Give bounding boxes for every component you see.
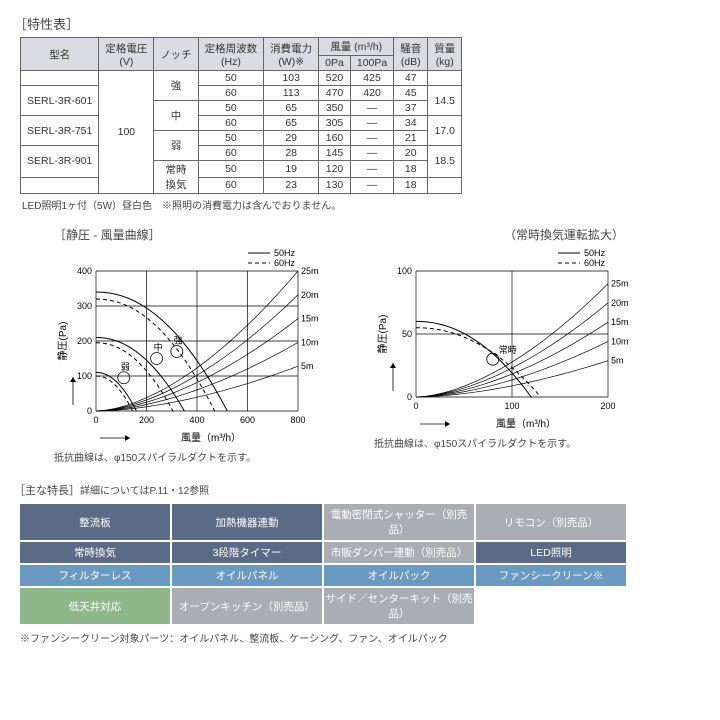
char-footnote: LED照明1ヶ付（5W）昼白色 ※照明の消費電力は含んでおりません。: [22, 197, 706, 212]
chart-section-title: ［静圧 - 風量曲線］: [54, 226, 344, 243]
notch-cell: 強: [154, 71, 198, 101]
chart-left-svg: 0 200 400 600 800 0 100 200 300 400 風量（m³/h） 静圧(Pa)…: [54, 245, 344, 445]
svg-text:15m: 15m: [611, 317, 629, 327]
th-power: 消費電力(W)※: [264, 38, 319, 71]
svg-text:5m: 5m: [611, 356, 624, 366]
table-row: SERL-3R-601601134704204514.5: [21, 86, 462, 101]
svg-text:60Hz: 60Hz: [584, 258, 606, 268]
notch-cell: 常時換気: [154, 161, 198, 194]
svg-text:25m: 25m: [301, 266, 319, 276]
svg-text:15m: 15m: [301, 314, 319, 324]
svg-text:100: 100: [77, 371, 92, 381]
table-row: SERL-3R-7516065305—3417.0: [21, 116, 462, 131]
svg-text:100: 100: [397, 266, 412, 276]
svg-text:200: 200: [77, 336, 92, 346]
svg-text:800: 800: [290, 415, 305, 425]
model-cell: SERL-3R-901: [21, 146, 99, 178]
svg-text:0: 0: [87, 406, 92, 416]
svg-text:300: 300: [77, 301, 92, 311]
svg-text:中: 中: [154, 342, 163, 353]
svg-text:0: 0: [407, 392, 412, 402]
svg-text:200: 200: [600, 401, 615, 411]
svg-text:200: 200: [139, 415, 154, 425]
chart-right-subtitle: （常時換気運転拡大）: [374, 226, 654, 243]
notch-cell: 中: [154, 101, 198, 131]
svg-text:100: 100: [504, 401, 519, 411]
svg-text:50Hz: 50Hz: [584, 248, 606, 258]
th-mass: 質量(kg): [428, 38, 462, 71]
chart-right-svg: 0 100 200 0 50 100 風量（m³/h） 静圧(Pa) 50Hz60Hz 25m 20…: [374, 245, 654, 431]
char-table-title: ［特性表］: [14, 14, 706, 33]
svg-text:静圧(Pa): 静圧(Pa): [56, 322, 69, 361]
svg-text:400: 400: [189, 415, 204, 425]
svg-text:50: 50: [402, 329, 412, 339]
th-noise: 騒音(dB): [394, 38, 428, 71]
svg-text:20m: 20m: [301, 290, 319, 300]
mass-cell: 14.5: [428, 86, 462, 116]
th-model: 型名: [21, 38, 99, 71]
chart-left-caption: 抵抗曲線は、φ150スパイラルダクトを示す。: [54, 449, 344, 464]
svg-text:50Hz: 50Hz: [274, 248, 296, 258]
th-airflow-100pa: 100Pa: [350, 56, 393, 71]
mass-cell: 17.0: [428, 116, 462, 146]
notch-cell: 弱: [154, 131, 198, 161]
svg-text:20m: 20m: [611, 298, 629, 308]
mass-cell: 18.5: [428, 146, 462, 178]
features-footnote: ※ファンシークリーン対象パーツ：オイルパネル、整流板、ケーシング、ファン、オイル…: [20, 630, 706, 645]
feature-cell: 市販ダンパー連動（別売品）: [324, 542, 474, 563]
feature-cell: リモコン（別売品）: [476, 504, 626, 540]
svg-text:25m: 25m: [611, 279, 629, 289]
svg-text:5m: 5m: [301, 361, 314, 371]
svg-text:常時: 常時: [499, 344, 517, 355]
table-row: 6023130—18: [21, 177, 462, 194]
feature-cell: 加熱機器連動: [172, 504, 322, 540]
features-table: 整流板加熱機器連動電動密閉式シャッター（別売品）リモコン（別売品） 常時換気3段階…: [18, 502, 628, 626]
feature-cell: オイルパネル: [172, 565, 322, 586]
svg-text:10m: 10m: [301, 337, 319, 347]
mass-cell-empty: [428, 177, 462, 194]
chart-left: ［静圧 - 風量曲線］ 0 200 400 600 800 0 100 200 300 400 風量…: [54, 226, 344, 464]
feature-cell: サイド／センターキット（別売品）: [324, 588, 474, 624]
table-row: 100強5010352042547: [21, 71, 462, 86]
model-cell: SERL-3R-601: [21, 86, 99, 116]
model-cell-empty: [21, 71, 99, 86]
model-cell-empty: [21, 177, 99, 194]
th-airflow-0pa: 0Pa: [319, 56, 351, 71]
svg-text:風量（m³/h）: 風量（m³/h）: [181, 432, 241, 444]
th-voltage: 定格電圧(V): [99, 38, 154, 71]
feature-cell: LED照明: [476, 542, 626, 563]
model-cell: SERL-3R-751: [21, 116, 99, 146]
svg-text:0: 0: [413, 401, 418, 411]
th-freq: 定格周波数(Hz): [198, 38, 264, 71]
svg-text:風量（m³/h）: 風量（m³/h）: [496, 418, 556, 430]
feature-cell: オイルパック: [324, 565, 474, 586]
svg-text:600: 600: [240, 415, 255, 425]
feature-cell: 電動密閉式シャッター（別売品）: [324, 504, 474, 540]
features-title: ［主な特長］詳細についてはP.11・12参照: [14, 482, 706, 498]
characteristics-table: 型名 定格電圧(V) ノッチ 定格周波数(Hz) 消費電力(W)※ 風量 (m³…: [20, 37, 462, 194]
feature-cell: 整流板: [20, 504, 170, 540]
svg-text:強: 強: [174, 335, 183, 346]
feature-cell: 3段階タイマー: [172, 542, 322, 563]
feature-cell: フィルターレス: [20, 565, 170, 586]
chart-right: （常時換気運転拡大） 0 100 200 0 50 100 風量（m³/h） 静圧(Pa) 50…: [374, 226, 654, 464]
svg-text:弱: 弱: [121, 362, 130, 372]
chart-right-caption: 抵抗曲線は、φ150スパイラルダクトを示す。: [374, 435, 654, 450]
voltage-cell: 100: [99, 71, 154, 194]
table-row: SERL-3R-9016028145—2018.5: [21, 146, 462, 161]
svg-text:静圧(Pa): 静圧(Pa): [376, 315, 389, 354]
svg-text:0: 0: [93, 415, 98, 425]
th-notch: ノッチ: [154, 38, 198, 71]
feature-cell: 低天井対応: [20, 588, 170, 624]
svg-text:10m: 10m: [611, 336, 629, 346]
th-airflow: 風量 (m³/h): [319, 38, 394, 56]
mass-cell-empty: [428, 71, 462, 86]
feature-cell: 常時換気: [20, 542, 170, 563]
svg-text:60Hz: 60Hz: [274, 258, 296, 268]
svg-text:400: 400: [77, 266, 92, 276]
feature-cell: ファンシークリーン※: [476, 565, 626, 586]
feature-cell: オープンキッチン（別売品）: [172, 588, 322, 624]
